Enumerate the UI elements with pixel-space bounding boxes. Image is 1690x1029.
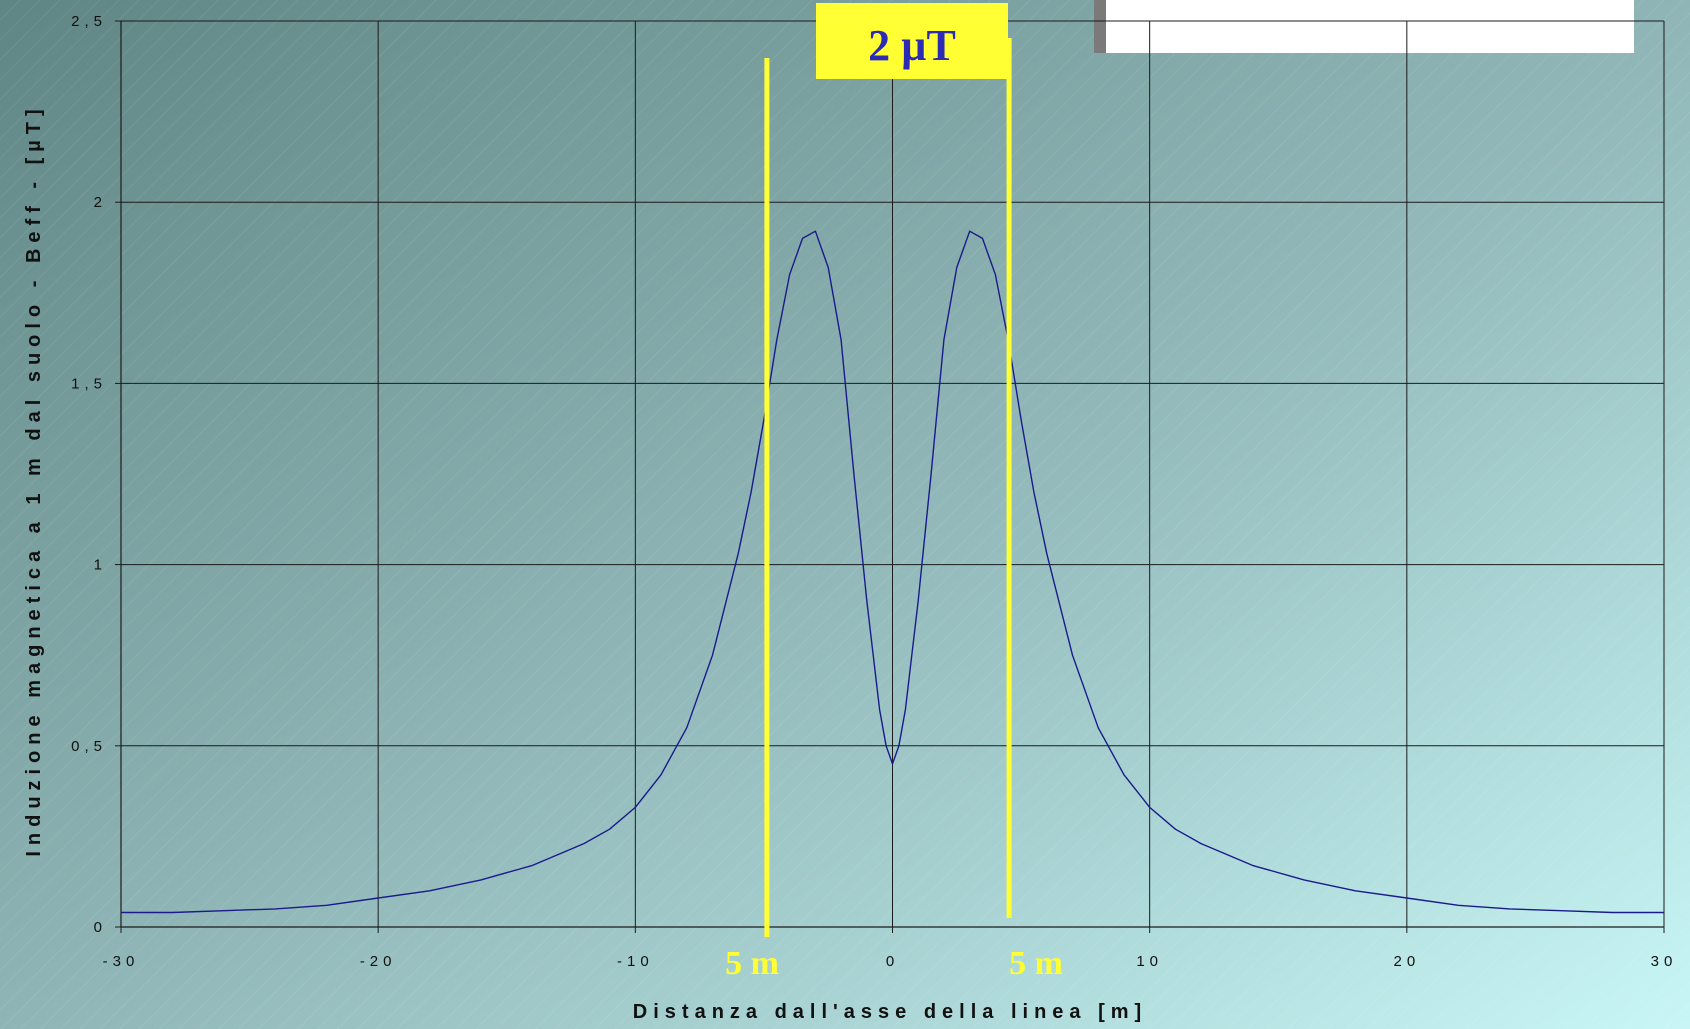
x-tick-label: -20 (360, 953, 397, 970)
top-right-box (1094, 0, 1634, 53)
axes (115, 20, 1665, 933)
y-tick-label: 0,5 (71, 738, 107, 755)
x-tick-label: 20 (1393, 953, 1420, 970)
limit-label-box (816, 3, 1008, 79)
grid (121, 20, 1665, 927)
limit-label-text: 2 µT (868, 21, 956, 70)
y-tick-labels: 0 0,5 1 1,5 2 2,5 (71, 13, 107, 936)
x-tick-label: -10 (617, 953, 654, 970)
y-tick-label: 2,5 (71, 13, 107, 30)
x-tick-label: -30 (103, 953, 140, 970)
y-tick-label: 1 (94, 557, 107, 574)
y-tick-label: 1,5 (71, 375, 107, 392)
y-tick-label: 0 (94, 919, 107, 936)
x-tick-label: 0 (886, 953, 899, 970)
x-tick-label: 30 (1651, 953, 1678, 970)
top-right-box-edge (1094, 0, 1106, 53)
y-tick-label: 2 (94, 194, 107, 211)
left-distance-label: 5 m (725, 945, 779, 982)
x-axis-title: Distanza dall'asse della linea [m] (633, 1001, 1147, 1023)
series (121, 230, 1664, 914)
annotations: 2 µT 5 m 5 m (725, 3, 1063, 982)
x-tick-label: 10 (1136, 953, 1163, 970)
right-distance-label: 5 m (1009, 945, 1063, 982)
y-axis-title: Induzione magnetica a 1 m dal suolo - Be… (23, 103, 45, 856)
series-line (121, 230, 1664, 914)
x-tick-labels: -30 -20 -10 0 10 20 30 (103, 953, 1678, 970)
